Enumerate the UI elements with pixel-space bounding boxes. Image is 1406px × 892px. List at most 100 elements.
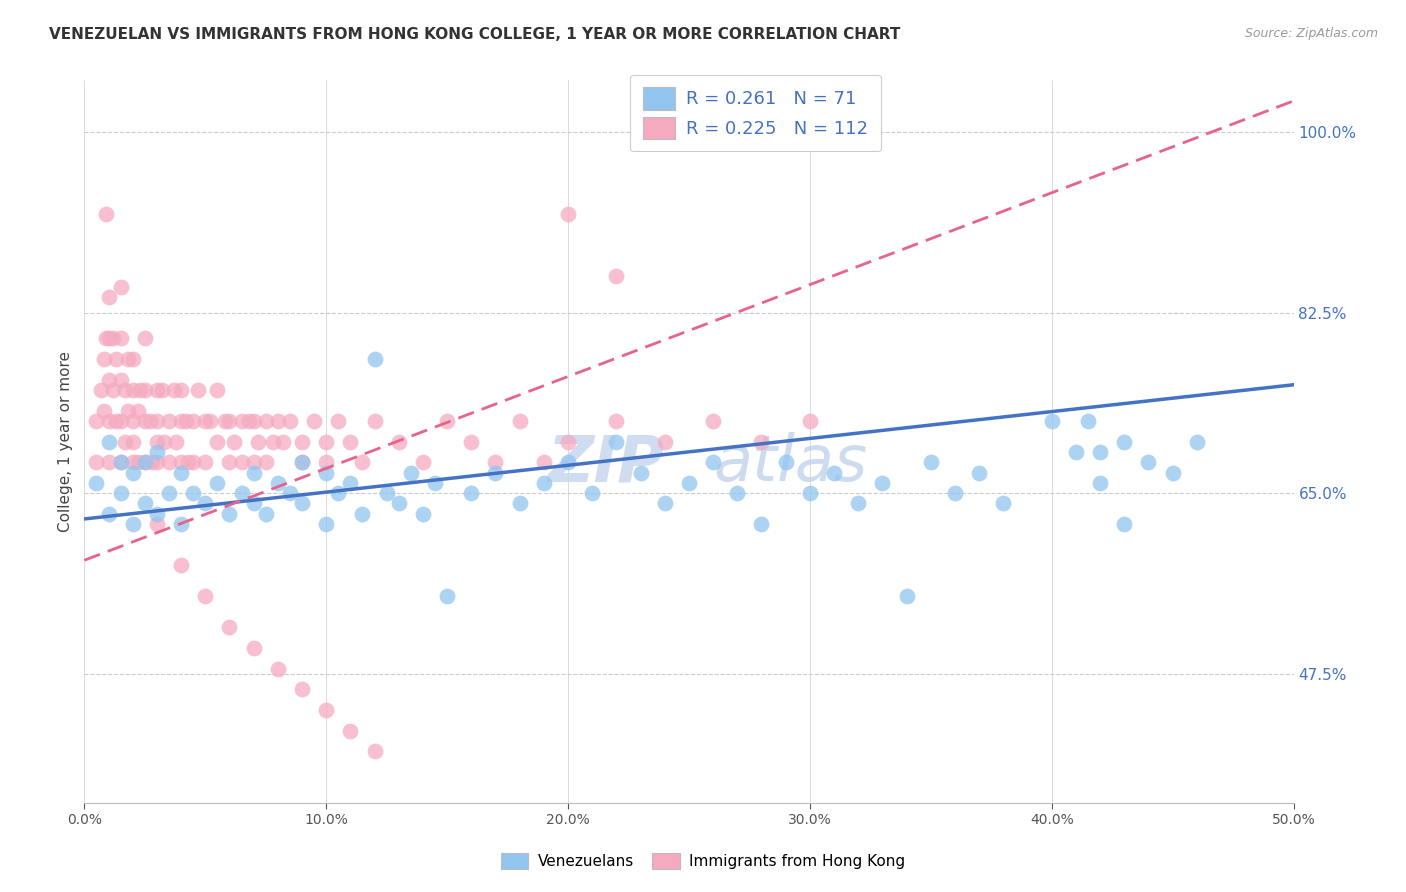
Point [278, 486, 301, 500]
Point [278, 414, 301, 428]
Point [654, 434, 676, 449]
Point [328, 486, 350, 500]
Text: ZIP: ZIP [548, 433, 665, 494]
Point [484, 466, 506, 480]
Point [110, 455, 132, 469]
Point [242, 466, 264, 480]
Point [129, 383, 152, 397]
Point [1040, 414, 1063, 428]
Text: Source: ZipAtlas.com: Source: ZipAtlas.com [1244, 27, 1378, 40]
Point [110, 455, 132, 469]
Point [509, 496, 531, 510]
Point [97, 373, 120, 387]
Point [823, 466, 845, 480]
Point [103, 383, 125, 397]
Point [170, 466, 193, 480]
Point [557, 455, 579, 469]
Point [134, 455, 156, 469]
Point [291, 682, 314, 697]
Point [1088, 445, 1111, 459]
Point [557, 434, 579, 449]
Point [896, 590, 918, 604]
Point [254, 455, 277, 469]
Point [157, 486, 180, 500]
Point [127, 455, 149, 469]
Point [1088, 475, 1111, 490]
Point [1185, 434, 1208, 449]
Point [1077, 414, 1099, 428]
Point [153, 434, 176, 449]
Point [117, 403, 139, 417]
Point [218, 507, 240, 521]
Point [134, 414, 156, 428]
Text: atlas: atlas [713, 433, 868, 494]
Point [110, 331, 132, 345]
Point [207, 383, 229, 397]
Point [315, 434, 337, 449]
Point [181, 414, 204, 428]
Point [146, 414, 169, 428]
Point [121, 383, 143, 397]
Point [97, 331, 120, 345]
Point [388, 434, 411, 449]
Point [170, 414, 193, 428]
Point [121, 434, 143, 449]
Point [271, 434, 294, 449]
Point [86, 414, 108, 428]
Point [114, 383, 136, 397]
Point [97, 434, 120, 449]
Point [97, 414, 120, 428]
Point [231, 486, 253, 500]
Point [352, 507, 374, 521]
Point [242, 496, 264, 510]
Point [146, 434, 169, 449]
Point [231, 455, 253, 469]
Point [170, 383, 193, 397]
Point [207, 475, 229, 490]
Point [388, 496, 411, 510]
Point [846, 496, 869, 510]
Point [799, 486, 821, 500]
Point [533, 455, 555, 469]
Point [163, 383, 186, 397]
Point [557, 207, 579, 221]
Point [363, 744, 385, 758]
Point [134, 455, 156, 469]
Point [207, 434, 229, 449]
Point [117, 351, 139, 366]
Point [110, 373, 132, 387]
Point [157, 414, 180, 428]
Point [181, 455, 204, 469]
Point [86, 455, 108, 469]
Point [157, 455, 180, 469]
Point [146, 455, 169, 469]
Point [291, 496, 314, 510]
Point [1161, 466, 1184, 480]
Point [90, 383, 112, 397]
Legend: Venezuelans, Immigrants from Hong Kong: Venezuelans, Immigrants from Hong Kong [495, 847, 911, 875]
Point [231, 414, 253, 428]
Point [460, 434, 482, 449]
Point [509, 414, 531, 428]
Point [605, 414, 627, 428]
Point [121, 455, 143, 469]
Point [943, 486, 966, 500]
Point [1064, 445, 1087, 459]
Point [363, 414, 385, 428]
Point [267, 414, 290, 428]
Point [725, 486, 748, 500]
Legend: R = 0.261   N = 71, R = 0.225   N = 112: R = 0.261 N = 71, R = 0.225 N = 112 [630, 75, 880, 152]
Point [254, 414, 277, 428]
Point [315, 466, 337, 480]
Point [751, 434, 773, 449]
Point [146, 445, 169, 459]
Point [121, 517, 143, 532]
Point [302, 414, 325, 428]
Point [352, 455, 374, 469]
Point [177, 455, 200, 469]
Point [1137, 455, 1160, 469]
Point [630, 466, 652, 480]
Point [174, 414, 197, 428]
Point [194, 455, 217, 469]
Point [187, 383, 209, 397]
